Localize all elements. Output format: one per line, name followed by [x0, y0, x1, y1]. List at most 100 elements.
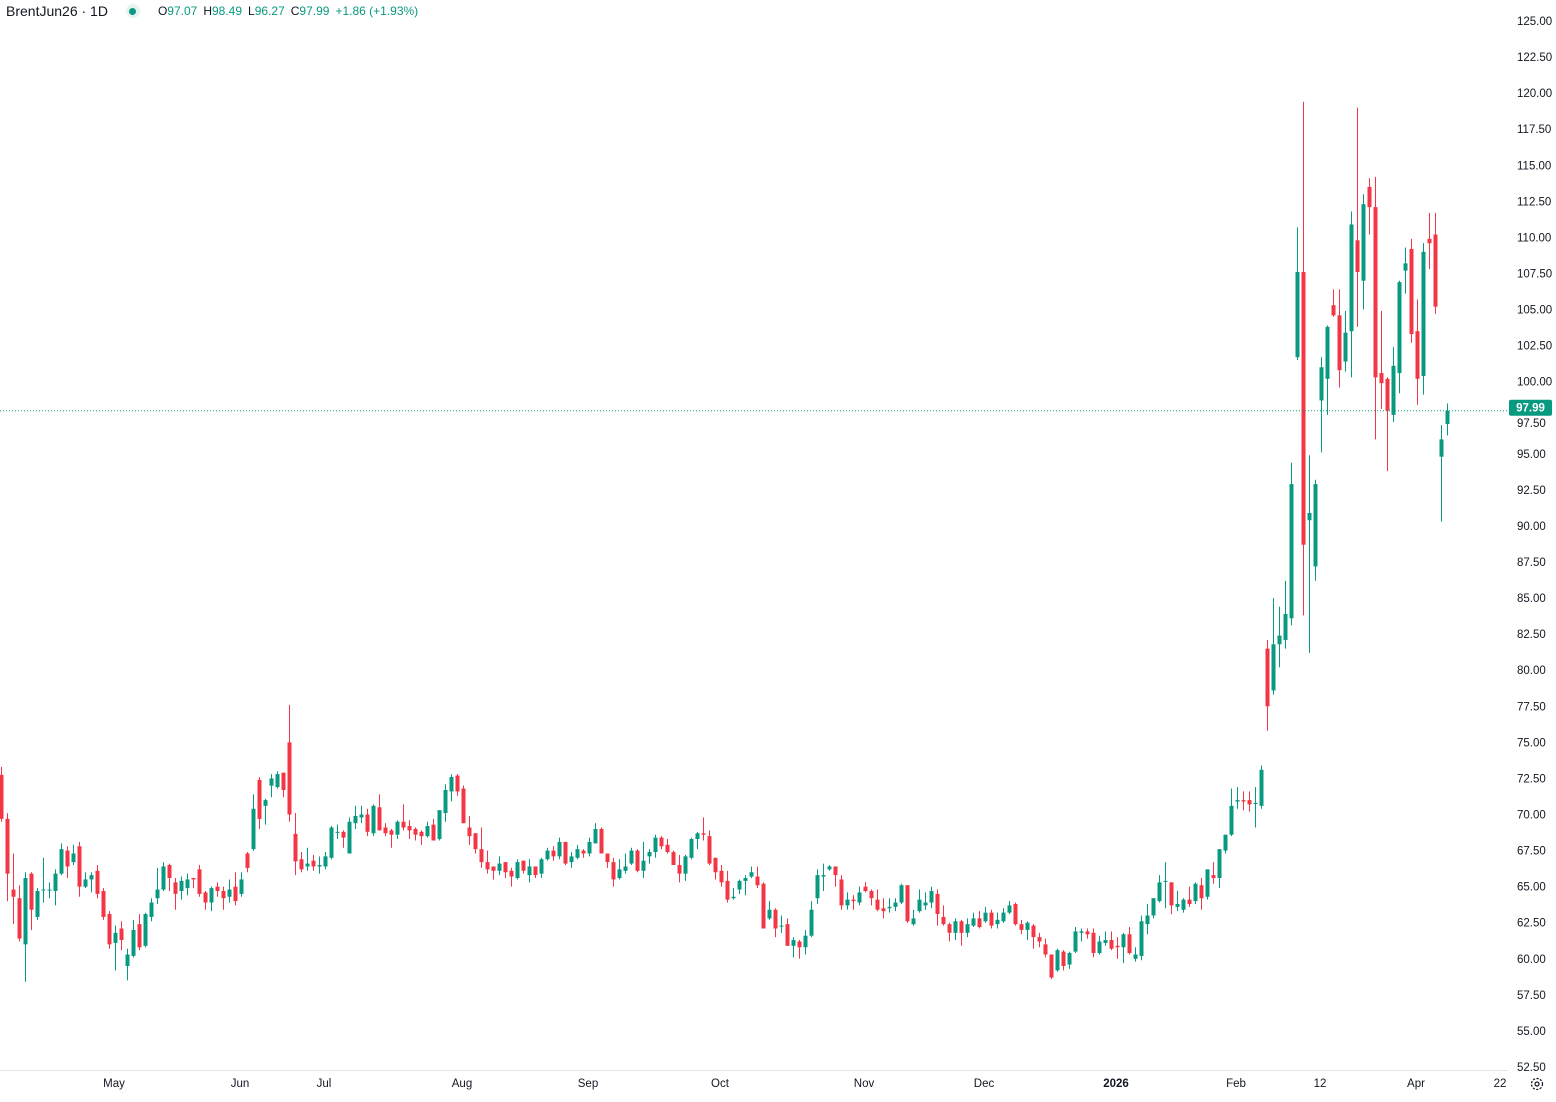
- candle-body: [179, 880, 184, 891]
- candle: [1037, 932, 1042, 948]
- candle-body: [599, 828, 604, 854]
- candle-body: [989, 912, 994, 926]
- candle-body: [317, 865, 322, 867]
- candle: [209, 886, 214, 912]
- candle: [521, 860, 526, 874]
- candle: [281, 772, 286, 798]
- candle-body: [65, 850, 70, 867]
- high-label: H: [203, 4, 212, 18]
- price-tick-label: 67.50: [1517, 846, 1546, 858]
- candle: [1079, 928, 1084, 942]
- candle: [1031, 924, 1036, 949]
- candle: [761, 882, 766, 929]
- time-tick-label: 12: [1314, 1078, 1327, 1090]
- candle-body: [185, 879, 190, 889]
- candle: [107, 911, 112, 949]
- candle: [701, 817, 706, 841]
- candle-body: [803, 935, 808, 948]
- time-tick-label: May: [103, 1078, 125, 1090]
- candle-body: [1121, 934, 1126, 948]
- price-axis[interactable]: 125.00 122.50 120.00 117.50 115.00 112.50 110.…: [1517, 16, 1552, 1074]
- candle-body: [647, 852, 652, 857]
- price-tick-label: 57.50: [1517, 990, 1546, 1002]
- candle: [173, 877, 178, 910]
- candle: [953, 918, 958, 941]
- candle-body: [1397, 282, 1402, 374]
- candle-body: [239, 879, 244, 894]
- candle-body: [101, 890, 106, 917]
- candle: [1283, 580, 1288, 649]
- candle: [527, 859, 532, 883]
- candle-body: [1349, 224, 1354, 332]
- candle: [683, 854, 688, 881]
- candle: [827, 865, 832, 871]
- candle: [863, 882, 868, 893]
- candle-body: [785, 924, 790, 946]
- candle: [71, 844, 76, 866]
- candle: [623, 853, 628, 874]
- candle-body: [659, 837, 664, 847]
- candle-body: [407, 826, 412, 831]
- candle: [17, 885, 22, 942]
- candle-body: [1175, 903, 1180, 907]
- candle: [329, 826, 334, 860]
- candle: [383, 823, 388, 837]
- candle-body: [737, 880, 742, 890]
- candle-body: [1277, 635, 1282, 645]
- candle: [1019, 919, 1024, 935]
- candle-body: [1067, 953, 1072, 965]
- time-axis[interactable]: May Jun Jul Aug Sep Oct Nov Dec 2026 Feb 12 Apr 22: [103, 1078, 1506, 1090]
- candle: [203, 890, 208, 910]
- candle-body: [1133, 954, 1138, 959]
- candle: [689, 837, 694, 860]
- symbol-title[interactable]: BrentJun26 · 1D: [6, 3, 108, 19]
- candle: [593, 823, 598, 844]
- candle-body: [809, 909, 814, 936]
- close-label: C: [290, 4, 300, 18]
- candle-body: [1097, 941, 1102, 954]
- candle-body: [863, 886, 868, 891]
- candle: [899, 883, 904, 904]
- market-open-dot-icon: [125, 4, 140, 18]
- candle: [1187, 886, 1192, 907]
- candle-body: [1319, 367, 1324, 401]
- candle: [1271, 598, 1276, 695]
- candle: [635, 849, 640, 873]
- candle-body: [1223, 834, 1228, 851]
- candle: [1097, 935, 1102, 955]
- candle: [1301, 101, 1306, 616]
- candle-body: [617, 869, 622, 878]
- candle: [257, 777, 262, 829]
- candle: [191, 877, 196, 889]
- candle-body: [383, 827, 388, 834]
- candle-body: [485, 862, 490, 870]
- candle-body: [1301, 272, 1306, 545]
- candle: [1415, 299, 1420, 405]
- open-label: O: [157, 4, 168, 18]
- candle: [1319, 357, 1324, 453]
- candle-body: [371, 805, 376, 834]
- candle-body: [1145, 915, 1150, 925]
- candle-body: [1385, 378, 1390, 411]
- candle-body: [131, 929, 136, 956]
- candle: [407, 820, 412, 840]
- candle: [1421, 243, 1426, 395]
- candle: [1229, 788, 1234, 837]
- candle-body: [281, 772, 286, 790]
- candle: [1121, 932, 1126, 964]
- candle-body: [1001, 912, 1006, 922]
- settings-gear-icon[interactable]: [1529, 1076, 1545, 1092]
- candle-body: [335, 831, 340, 833]
- candle: [467, 815, 472, 845]
- candle: [443, 784, 448, 822]
- candle-body: [149, 902, 154, 917]
- low-value: 96.27: [254, 4, 285, 18]
- candle-body: [137, 924, 142, 948]
- candle: [41, 857, 46, 903]
- candle: [1127, 927, 1132, 955]
- candle: [23, 872, 28, 982]
- candle-body: [587, 841, 592, 854]
- candle-body: [35, 890, 40, 917]
- candle-body: [479, 849, 484, 863]
